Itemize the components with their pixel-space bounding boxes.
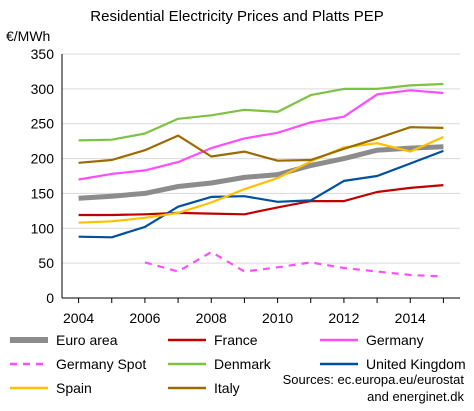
x-tick-label-2006: 2006 (129, 310, 160, 326)
legend-label-united-kingdom: United Kingdom (366, 356, 466, 372)
legend-label-germany-spot: Germany Spot (56, 356, 146, 372)
series-line-germany-spot (144, 250, 444, 278)
x-tick-label-2004: 2004 (63, 310, 94, 326)
series-line-italy (78, 126, 444, 164)
legend-label-italy: Italy (214, 380, 240, 396)
source-line-1: Sources: ec.europa.eu/eurostat (282, 372, 464, 387)
legend-label-france: France (214, 332, 258, 348)
x-tick-label-2008: 2008 (196, 310, 227, 326)
y-tick-label-200: 200 (31, 151, 55, 167)
series-line-germany (78, 89, 444, 181)
y-tick-label-50: 50 (38, 255, 54, 271)
series-line-euro-area (78, 144, 444, 201)
y-tick-label-150: 150 (31, 185, 55, 201)
series-line-spain (78, 135, 444, 224)
chart-title: Residential Electricity Prices and Platt… (90, 8, 384, 25)
y-axis-label: €/MWh (6, 28, 51, 44)
x-tick-label-2010: 2010 (262, 310, 293, 326)
y-tick-label-0: 0 (46, 290, 54, 306)
y-tick-label-250: 250 (31, 116, 55, 132)
legend-label-euro-area: Euro area (56, 332, 118, 348)
y-tick-label-350: 350 (31, 46, 55, 62)
source-line-2: and energinet.dk (367, 389, 464, 404)
y-tick-label-100: 100 (31, 220, 55, 236)
legend-label-spain: Spain (56, 380, 92, 396)
y-tick-label-300: 300 (31, 81, 55, 97)
legend-label-denmark: Denmark (214, 356, 272, 372)
series-line-united-kingdom (78, 149, 444, 239)
series-line-france (78, 184, 444, 217)
x-tick-label-2014: 2014 (395, 310, 426, 326)
series-line-denmark (78, 82, 444, 142)
x-tick-label-2012: 2012 (328, 310, 359, 326)
legend-label-germany: Germany (366, 332, 424, 348)
